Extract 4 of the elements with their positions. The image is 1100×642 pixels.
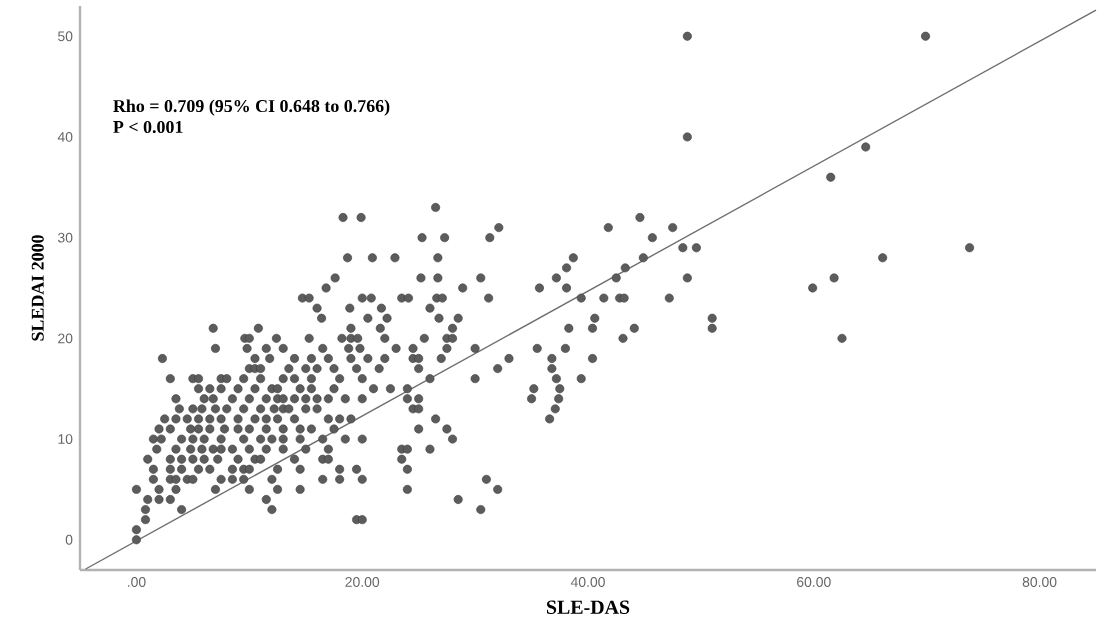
annotation: P < 0.001 (113, 120, 183, 134)
x-axis-title: SLE-DAS (546, 600, 630, 614)
annotation: Rho = 0.709 (95% CI 0.648 to 0.766) (113, 99, 390, 116)
y-axis-title: SLEDAI 2000 (31, 235, 44, 341)
